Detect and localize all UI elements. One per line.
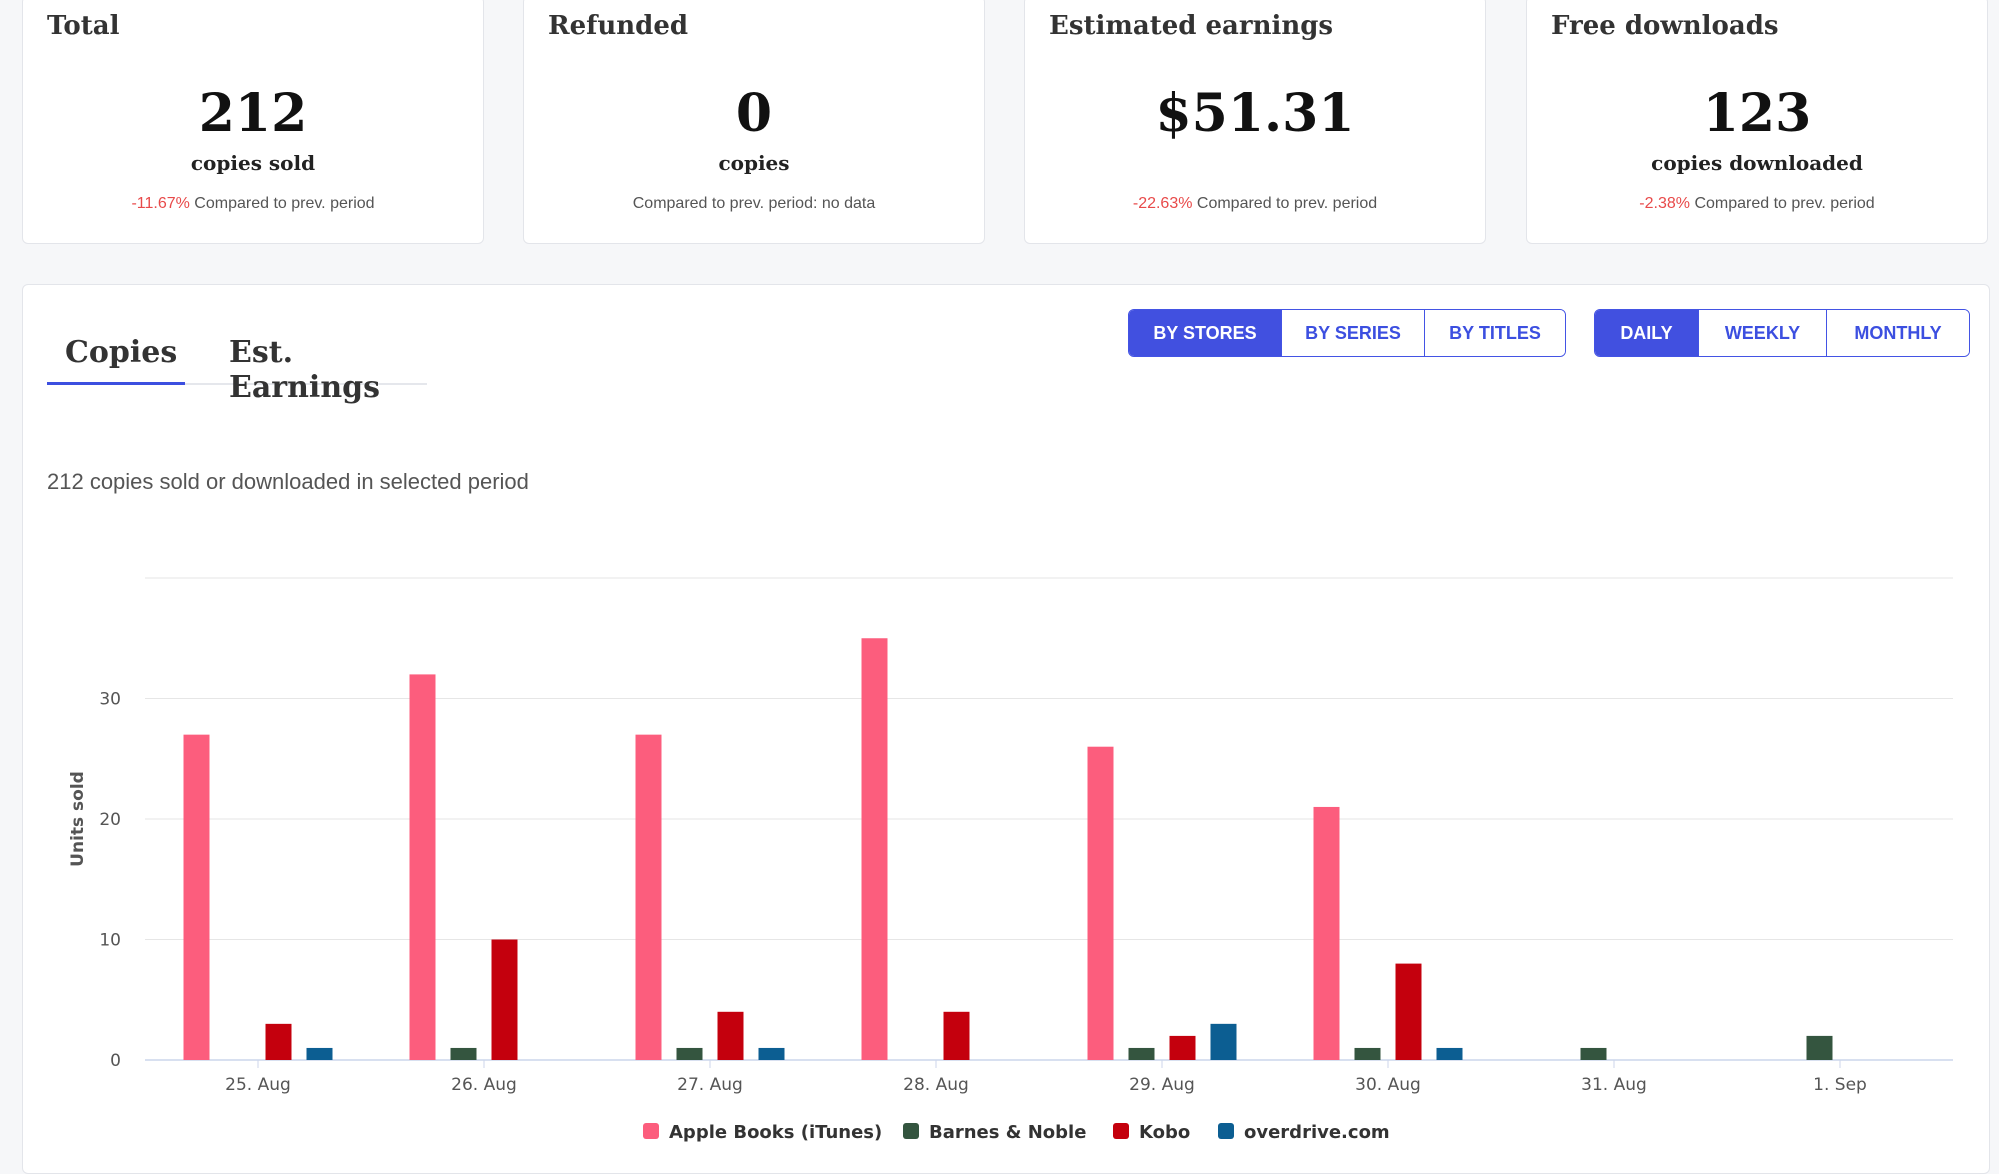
stat-compare: -22.63% Compared to prev. period: [1025, 195, 1485, 213]
x-tick-label: 29. Aug: [1129, 1075, 1195, 1095]
bar-kobo: [491, 939, 518, 1060]
stat-compare: -11.67% Compared to prev. period: [23, 195, 483, 213]
tab-copies[interactable]: Copies: [65, 335, 178, 370]
group-by-toggle: BY STORES BY SERIES BY TITLES: [1128, 309, 1566, 357]
x-tick-label: 30. Aug: [1355, 1075, 1421, 1095]
stat-compare-text: Compared to prev. period: [189, 195, 375, 212]
period-summary: 212 copies sold or downloaded in selecte…: [47, 469, 529, 494]
stat-unit: copies downloaded: [1651, 151, 1863, 175]
bar-overdrive-com: [1436, 1047, 1463, 1060]
tab-est-earnings[interactable]: Est. Earnings: [229, 335, 380, 405]
bar-apple-books-itunes: [1313, 806, 1340, 1060]
weekly-button[interactable]: WEEKLY: [1699, 310, 1827, 356]
legend-swatch: [643, 1123, 659, 1139]
bar-overdrive-com: [758, 1047, 785, 1060]
stat-change: -22.63%: [1132, 195, 1193, 212]
stat-compare-text: Compared to prev. period: [1192, 195, 1378, 212]
bar-barnes-noble: [450, 1047, 477, 1060]
x-tick-label: 26. Aug: [451, 1075, 517, 1095]
bar-apple-books-itunes: [1087, 746, 1114, 1060]
bar-kobo: [265, 1023, 292, 1060]
x-tick-label: 1. Sep: [1813, 1075, 1867, 1095]
bar-kobo: [943, 1011, 970, 1060]
bar-overdrive-com: [1210, 1023, 1237, 1060]
bar-kobo: [1395, 963, 1422, 1060]
active-tab-indicator: [47, 382, 185, 385]
chart-tabs: Copies Est. Earnings: [47, 325, 427, 405]
stat-value: 212: [198, 83, 308, 144]
bar-barnes-noble: [676, 1047, 703, 1060]
stat-change: -11.67%: [131, 195, 190, 212]
legend-swatch: [1113, 1123, 1129, 1139]
bar-apple-books-itunes: [183, 734, 210, 1060]
bar-apple-books-itunes: [635, 734, 662, 1060]
x-tick-label: 25. Aug: [225, 1075, 291, 1095]
by-series-button[interactable]: BY SERIES: [1282, 310, 1425, 356]
bar-apple-books-itunes: [409, 674, 436, 1060]
by-titles-button[interactable]: BY TITLES: [1425, 310, 1565, 356]
bar-barnes-noble: [1806, 1035, 1833, 1060]
stat-compare: Compared to prev. period: no data: [524, 195, 984, 213]
bar-overdrive-com: [306, 1047, 333, 1060]
stat-unit: copies sold: [190, 151, 316, 175]
stat-title: Refunded: [548, 11, 689, 41]
x-tick-label: 31. Aug: [1581, 1075, 1647, 1095]
stat-value: 123: [1702, 83, 1812, 144]
stat-title: Total: [47, 11, 120, 41]
units-sold-bar-chart: 0 10 20 30 Units sold 25. Aug 26. Aug 27. Aug 28…: [68, 577, 1953, 1143]
bar-kobo: [717, 1011, 744, 1060]
stat-card-refunded: Refunded 0 copies Compared to prev. peri…: [523, 0, 985, 244]
legend-label: Apple Books (iTunes): [669, 1122, 882, 1143]
bar-barnes-noble: [1580, 1047, 1607, 1060]
stat-title: Estimated earnings: [1049, 11, 1334, 41]
legend-label: Barnes & Noble: [929, 1122, 1086, 1143]
y-tick-label: 30: [99, 690, 121, 710]
legend-label: overdrive.com: [1244, 1122, 1390, 1143]
stat-value: 0: [735, 83, 773, 144]
monthly-button[interactable]: MONTHLY: [1827, 310, 1969, 356]
y-tick-label: 0: [110, 1051, 121, 1071]
stat-card-total: Total 212 copies sold -11.67% Compared t…: [22, 0, 484, 244]
stat-unit: copies: [718, 151, 790, 175]
sales-chart-panel: Copies Est. Earnings BY STORES BY SERIES…: [22, 284, 1990, 1174]
stat-change: -2.38%: [1639, 195, 1690, 212]
stat-card-earnings: Estimated earnings $51.31 -22.63% Compar…: [1024, 0, 1486, 244]
stat-compare: -2.38% Compared to prev. period: [1527, 195, 1987, 213]
x-tick-label: 28. Aug: [903, 1075, 969, 1095]
period-toggle: DAILY WEEKLY MONTHLY: [1594, 309, 1970, 357]
y-tick-label: 20: [99, 810, 121, 830]
bar-kobo: [1169, 1035, 1196, 1060]
stat-card-free-downloads: Free downloads 123 copies downloaded -2.…: [1526, 0, 1988, 244]
legend-swatch: [903, 1123, 919, 1139]
stat-compare-text: Compared to prev. period: [1690, 195, 1875, 212]
bar-apple-books-itunes: [861, 638, 888, 1060]
stat-value: $51.31: [1155, 83, 1355, 144]
y-tick-label: 10: [99, 931, 121, 951]
legend-swatch: [1218, 1123, 1234, 1139]
y-axis-label: Units sold: [68, 771, 88, 867]
daily-button[interactable]: DAILY: [1595, 310, 1699, 356]
x-tick-label: 27. Aug: [677, 1075, 743, 1095]
stat-title: Free downloads: [1551, 11, 1779, 41]
by-stores-button[interactable]: BY STORES: [1129, 310, 1282, 356]
stat-compare-text: Compared to prev. period: no data: [632, 195, 876, 212]
bar-barnes-noble: [1354, 1047, 1381, 1060]
legend-label: Kobo: [1139, 1122, 1190, 1143]
bar-barnes-noble: [1128, 1047, 1155, 1060]
stats-row: Total 212 copies sold -11.67% Compared t…: [22, 0, 1990, 244]
